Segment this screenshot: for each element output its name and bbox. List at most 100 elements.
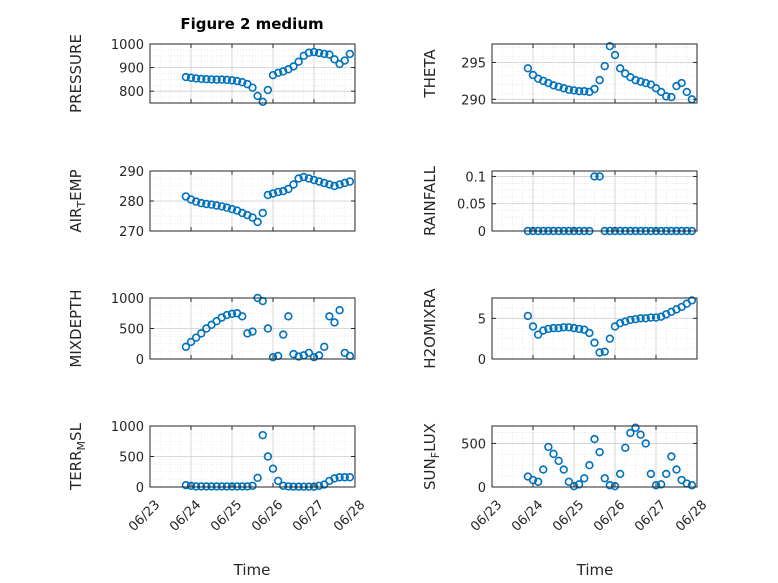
- data-point: [248, 481, 257, 490]
- data-point: [197, 329, 206, 338]
- x-tick-label: 06/24: [509, 498, 546, 535]
- y-tick-label: 0.1: [465, 170, 486, 185]
- data-point: [345, 473, 355, 482]
- data-point: [330, 474, 339, 483]
- data-point: [325, 180, 334, 189]
- data-point: [197, 74, 206, 84]
- data-point: [687, 296, 697, 305]
- data-point: [248, 83, 257, 92]
- data-point: [309, 47, 319, 57]
- data-point: [559, 323, 568, 332]
- x-tick-label: 06/23: [468, 498, 505, 535]
- data-point: [253, 91, 262, 101]
- figure-title: Figure 2 medium: [180, 15, 323, 33]
- data-point: [641, 439, 650, 448]
- y-axis-label: RAINFALL: [421, 165, 439, 236]
- data-point: [191, 333, 201, 342]
- data-point: [320, 178, 329, 188]
- data-point: [646, 313, 656, 322]
- data-point: [191, 482, 201, 491]
- data-point: [263, 452, 273, 461]
- data-point: [687, 481, 697, 490]
- data-point: [549, 81, 558, 90]
- y-tick-label: 500: [119, 323, 144, 338]
- x-tick-label: 06/25: [550, 498, 587, 535]
- data-point: [539, 326, 548, 335]
- subplot-rainfall: 0 0.05 0.1 RAINFALL: [421, 165, 698, 240]
- axes-box: [491, 297, 698, 360]
- subplot-h2omixra: 0 5 H2OMIXRA: [421, 288, 698, 369]
- data-point: [279, 186, 288, 196]
- data-point: [646, 469, 656, 479]
- data-point: [309, 175, 319, 185]
- x-tick-label: 06/28: [673, 498, 710, 535]
- data-point: [232, 76, 242, 86]
- data-point: [186, 481, 196, 490]
- data-point: [667, 92, 676, 102]
- data-point: [345, 49, 355, 59]
- data-point: [345, 177, 355, 186]
- y-tick-label: 280: [119, 195, 144, 210]
- data-point: [569, 86, 579, 95]
- data-point: [605, 42, 615, 51]
- x-axis-label-left: Time: [233, 561, 271, 579]
- data-point: [227, 309, 237, 319]
- data-point: [232, 482, 242, 491]
- y-axis-label: SUNFLUX: [421, 423, 442, 490]
- data-point: [523, 64, 533, 73]
- data-point: [289, 62, 298, 71]
- y-tick-label: 900: [119, 62, 144, 77]
- data-point: [222, 203, 232, 212]
- data-point: [202, 74, 211, 84]
- data-point: [330, 181, 339, 191]
- subplot-pressure: 800 900 1000 PRESSURE: [67, 34, 356, 113]
- data-point: [238, 312, 247, 321]
- y-tick-label: 290: [119, 165, 144, 180]
- data-point: [268, 189, 278, 198]
- data-point: [631, 75, 640, 85]
- data-point: [631, 423, 640, 432]
- subplot-air-temp: 270 280 290 AIRTEMP: [67, 165, 356, 240]
- data-point: [222, 75, 232, 85]
- y-tick-label: 500: [461, 437, 486, 452]
- data-point: [340, 473, 349, 482]
- data-point: [636, 314, 645, 323]
- data-point: [217, 482, 226, 491]
- data-point: [268, 352, 278, 362]
- data-point: [279, 481, 288, 490]
- data-point: [564, 85, 574, 94]
- data-point: [335, 180, 344, 189]
- data-point: [263, 85, 273, 95]
- subplot-grid: 800 900 1000 PRESSURE 290 295 THETA 270 280 290 AI…: [67, 34, 710, 535]
- data-point: [564, 477, 574, 486]
- data-point: [212, 201, 221, 210]
- y-tick-label: 5: [478, 312, 486, 327]
- data-point: [605, 334, 615, 343]
- data-point: [340, 56, 349, 65]
- data-point: [304, 174, 314, 183]
- x-tick-label: 06/26: [249, 498, 286, 535]
- y-tick-label: 0: [478, 353, 486, 368]
- data-point: [181, 342, 191, 351]
- data-point: [263, 190, 273, 200]
- data-point: [263, 324, 273, 333]
- data-point: [621, 443, 630, 452]
- data-point: [580, 474, 589, 483]
- data-point: [238, 78, 247, 87]
- data-point: [595, 75, 604, 85]
- data-point: [299, 172, 308, 182]
- data-point: [523, 311, 533, 321]
- data-point: [186, 337, 196, 347]
- data-point: [544, 442, 553, 452]
- y-axis-label: AIRTEMP: [67, 169, 88, 232]
- data-point: [554, 82, 563, 91]
- y-tick-label: 0: [478, 225, 486, 240]
- data-point: [304, 348, 314, 358]
- data-point: [656, 480, 666, 489]
- data-point: [564, 323, 574, 332]
- x-tick-label: 06/23: [126, 498, 163, 535]
- x-tick-label: 06/27: [632, 498, 669, 535]
- data-point: [610, 481, 620, 491]
- data-point: [662, 92, 671, 101]
- data-point: [590, 84, 599, 94]
